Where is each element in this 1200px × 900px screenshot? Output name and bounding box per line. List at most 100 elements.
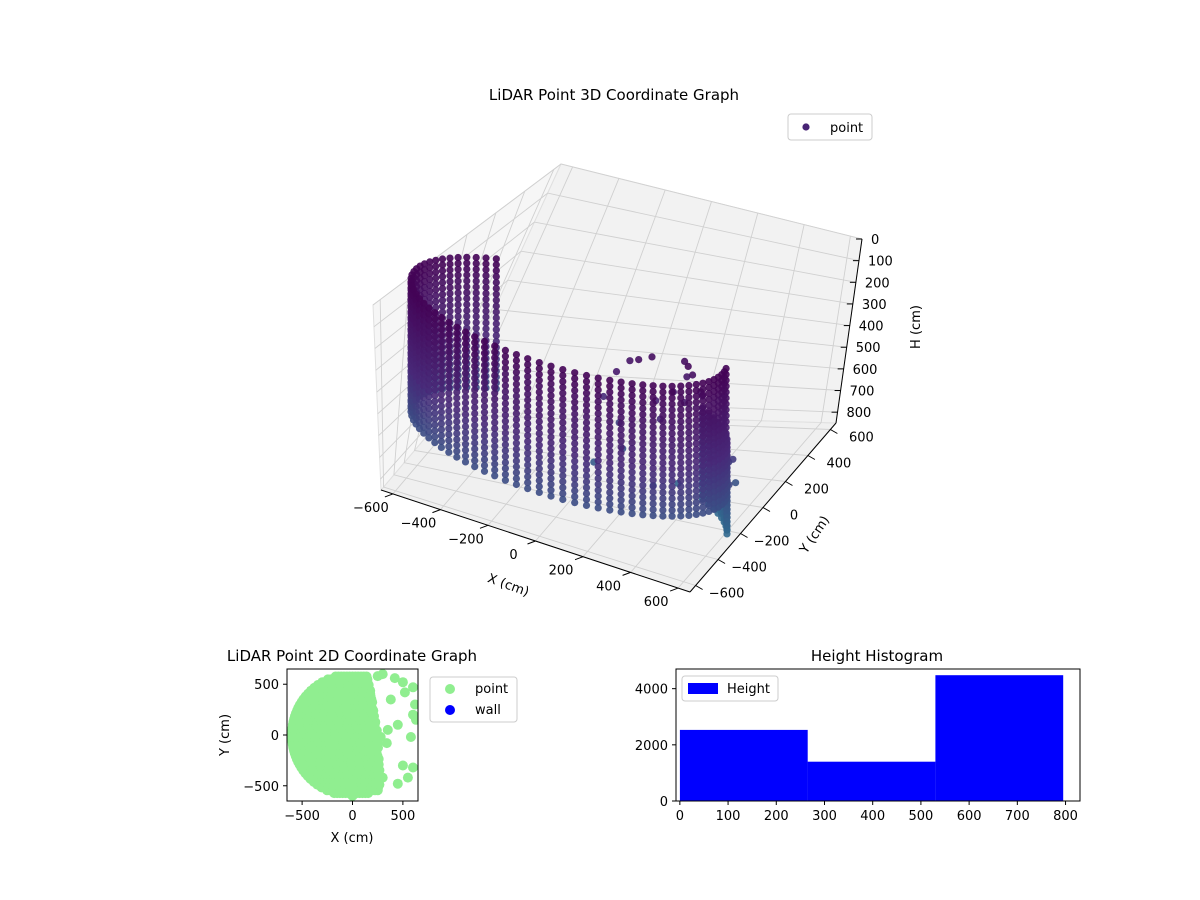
chart-3d-point — [649, 388, 657, 396]
chart-3d-point — [705, 454, 713, 462]
chart-3d-y-tick — [740, 533, 748, 538]
chart-3d-point — [547, 457, 555, 465]
chart-3d-point — [571, 475, 579, 483]
chart-3d-point — [547, 374, 555, 382]
chart-3d-point — [689, 371, 697, 379]
chart-3d-point — [454, 289, 462, 297]
chart-3d-z-axis-line — [835, 238, 863, 424]
chart-3d-point — [692, 440, 700, 448]
chart-3d-point — [628, 492, 636, 500]
chart-3d-point — [453, 441, 461, 449]
chart-3d-point — [571, 410, 579, 418]
chart-3d-point — [571, 392, 579, 400]
chart-3d-point — [606, 388, 614, 396]
chart-3d-legend-box — [787, 113, 873, 141]
chart-3d-point — [559, 407, 567, 415]
chart-3d-point — [617, 478, 625, 487]
chart-3d-point — [594, 374, 602, 382]
chart-3d-point — [438, 267, 447, 275]
chart-3d-point — [463, 289, 471, 297]
chart-3d-point — [628, 456, 636, 464]
chart-3d-point — [649, 511, 657, 520]
chart-3d-point — [432, 268, 440, 276]
chart-3d-point — [501, 382, 509, 390]
chart-3d-point — [668, 477, 676, 485]
chart-3d-point — [524, 396, 532, 404]
chart-3d-point — [606, 465, 614, 473]
chart-3d-x-axis-label: X (cm) — [485, 571, 531, 600]
chart-3d-point — [685, 417, 693, 425]
chart-3d-point — [639, 487, 647, 495]
chart-3d-point — [431, 368, 439, 376]
chart-3d-point — [639, 440, 647, 448]
chart-3d-point — [425, 387, 433, 395]
chart-3d-point — [492, 302, 500, 310]
chart-3d-point — [471, 404, 479, 412]
chart-3d-point — [659, 382, 667, 390]
chart-3d-point — [571, 398, 579, 406]
chart-3d-point — [524, 461, 532, 469]
chart-3d-point — [677, 488, 685, 496]
chart-3d-point — [617, 496, 625, 504]
chart-3d-point — [559, 413, 567, 421]
chart-3d-point — [594, 409, 602, 418]
chart-3d-point — [461, 393, 470, 401]
chart-3d-point — [471, 415, 479, 423]
chart-3d-z-tick-label: 500 — [856, 341, 881, 356]
chart-3d-point — [677, 382, 685, 390]
chart-3d-point — [431, 356, 439, 364]
chart-3d-point — [432, 256, 440, 264]
chart-3d-point — [668, 494, 676, 503]
chart-3d-point — [535, 429, 543, 437]
chart-3d-point — [501, 464, 509, 472]
chart-3d-point — [437, 349, 445, 357]
chart-3d-point — [705, 419, 713, 427]
chart-3d-point — [699, 444, 707, 452]
chart-3d-point — [437, 319, 445, 327]
chart-3d-point — [617, 455, 625, 463]
chart-2d-point — [408, 762, 418, 773]
chart-3d-point — [524, 408, 532, 416]
chart-3d-point — [677, 494, 685, 502]
chart-3d-point — [606, 394, 614, 402]
chart-3d-point — [425, 351, 433, 359]
chart-3d-point — [425, 328, 433, 336]
chart-3d-point — [617, 490, 625, 498]
chart-3d-point — [594, 498, 602, 506]
chart-3d-point — [668, 418, 676, 426]
chart-3d-point — [547, 368, 555, 376]
chart-3d-point — [685, 399, 693, 407]
chart-3d-point — [524, 425, 532, 434]
chart-3d-point — [491, 348, 499, 356]
chart-3d-point — [685, 470, 693, 478]
chart-3d-point — [491, 371, 499, 380]
chart-3d-point — [677, 500, 685, 508]
chart-3d-point — [559, 419, 567, 427]
chart-3d-point — [432, 262, 440, 270]
chart-3d-point — [454, 283, 462, 291]
chart-3d-point — [425, 375, 433, 383]
chart-3d-point — [649, 453, 657, 461]
chart-3d-point — [524, 443, 532, 451]
chart-2d-point — [382, 724, 393, 735]
chart-2d-point — [402, 772, 413, 783]
chart-3d-point — [628, 480, 636, 488]
chart-3d-point — [501, 376, 509, 384]
chart-3d-point — [692, 404, 700, 412]
chart-3d-point — [571, 380, 579, 389]
chart-3d-point — [692, 410, 700, 418]
chart-3d-point — [535, 453, 543, 461]
chart-3d-point — [699, 391, 707, 399]
chart-3d-point — [480, 408, 489, 416]
chart-3d-point — [594, 439, 602, 447]
chart-3d-point — [699, 450, 707, 458]
chart-3d-point — [446, 272, 454, 280]
chart-3d-point — [461, 334, 470, 342]
chart-3d-point — [437, 373, 445, 381]
chart-3d-point — [501, 352, 509, 360]
chart-3d-point — [659, 500, 667, 508]
chart-3d-point — [512, 380, 521, 388]
chart-3d-point — [649, 382, 657, 390]
chart-3d-point — [559, 442, 567, 450]
chart-3d-point — [571, 439, 579, 448]
